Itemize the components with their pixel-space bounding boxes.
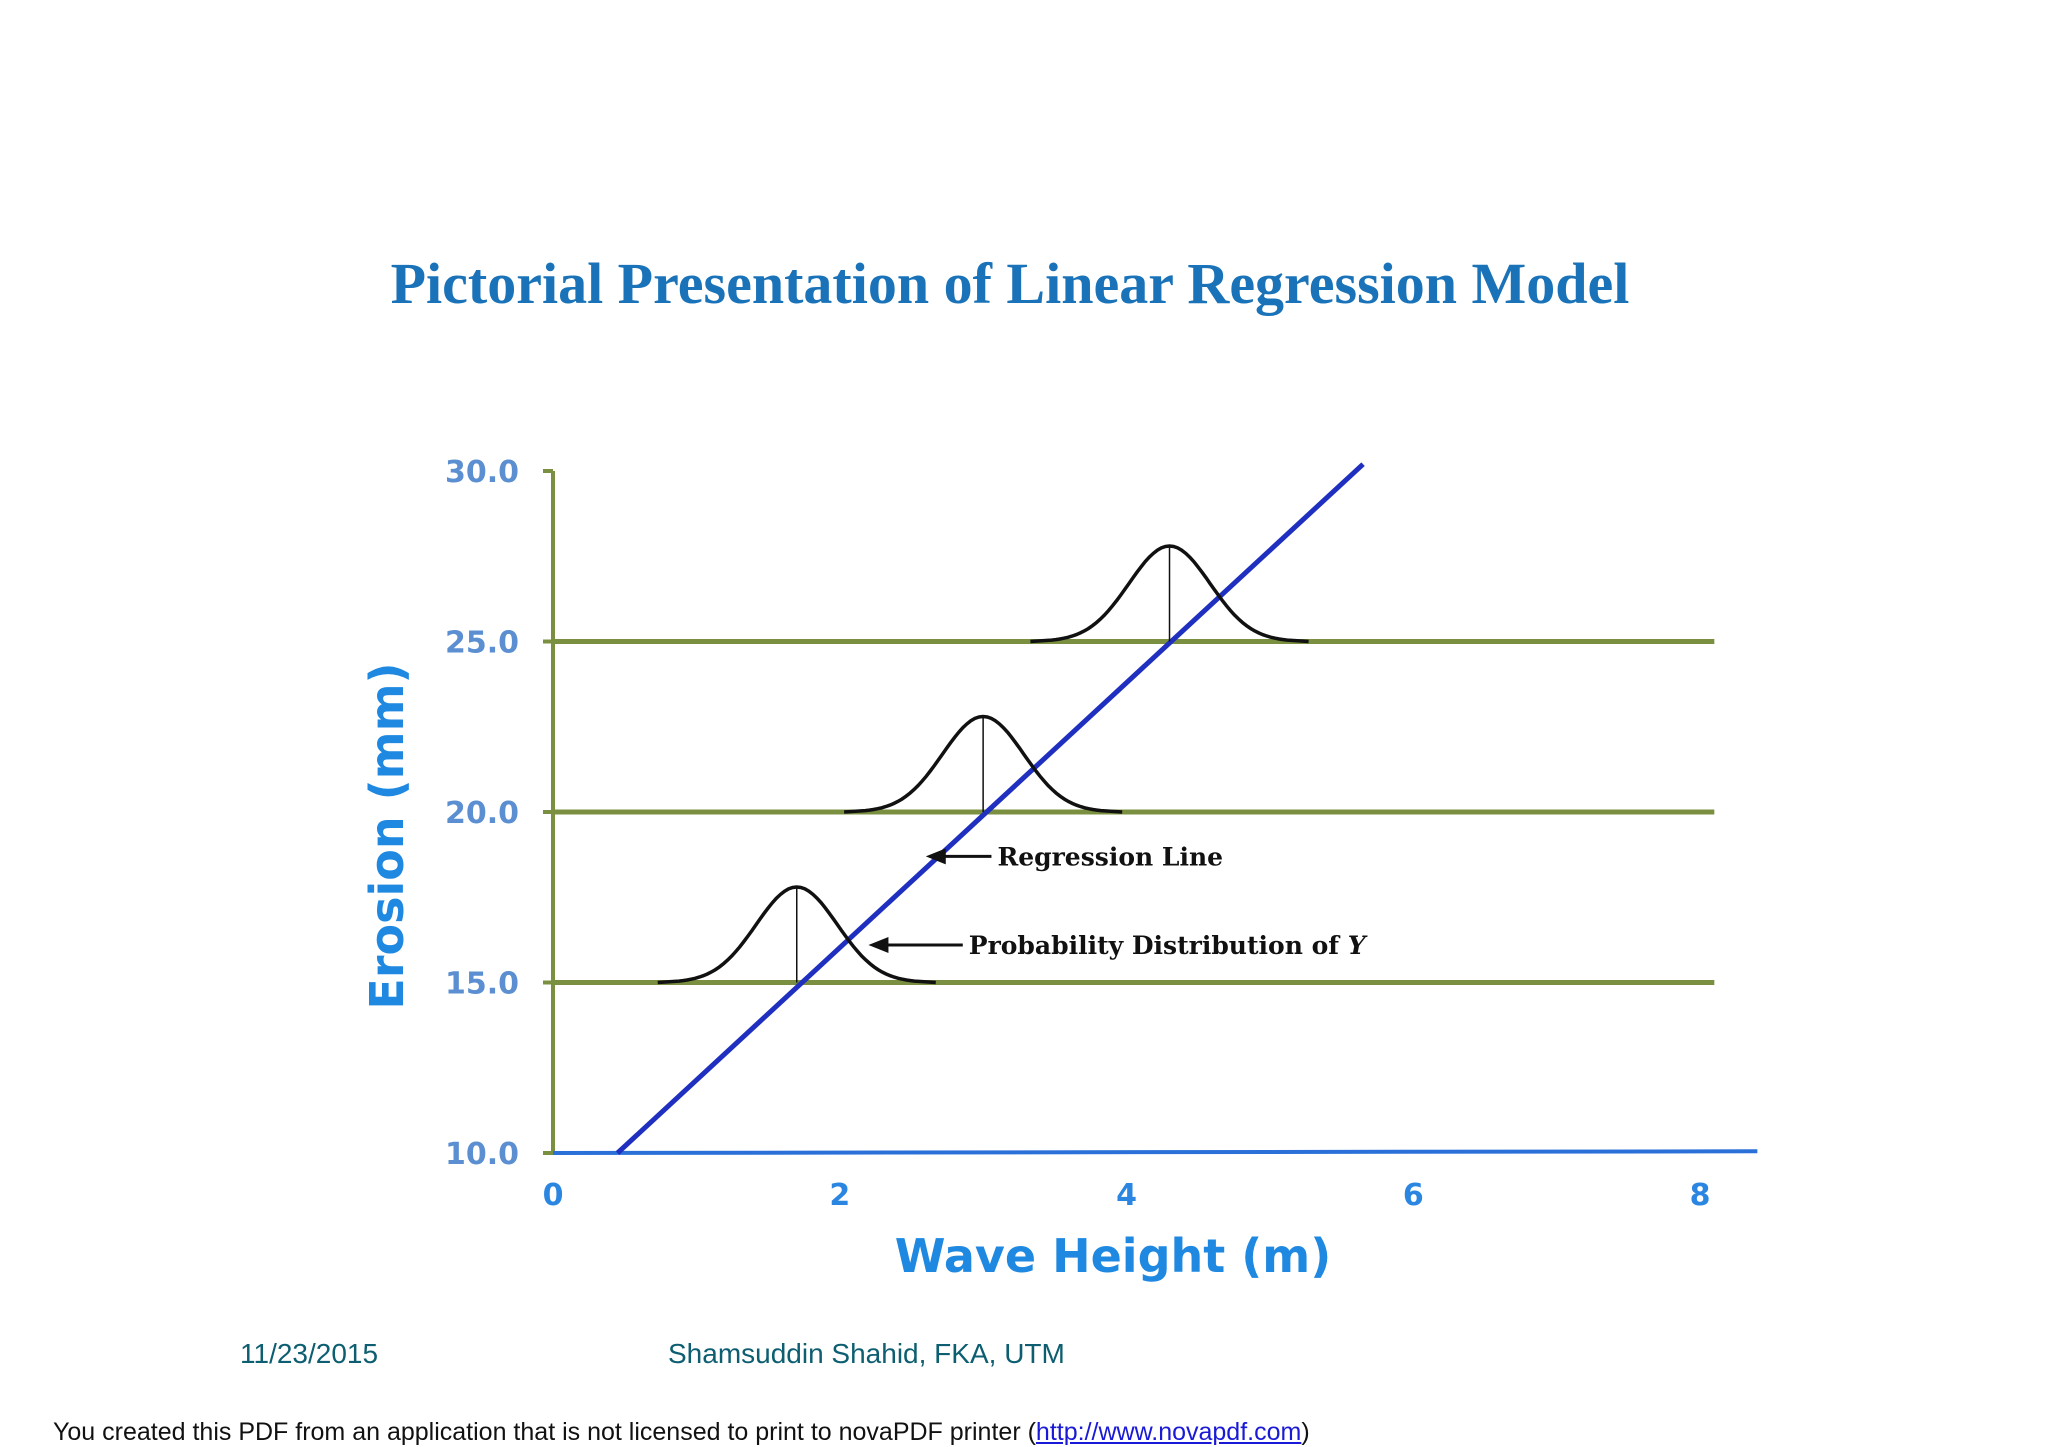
notice-text-end: ) <box>1301 1418 1310 1446</box>
distribution-curve-2 <box>843 714 1123 814</box>
license-notice: You created this PDF from an application… <box>53 1418 1310 1447</box>
x-tick-label: 8 <box>1690 1178 1711 1213</box>
y-tick-label: 20.0 <box>445 796 519 831</box>
notice-text: You created this PDF from an application… <box>53 1418 1036 1446</box>
annotation-label: Regression Line <box>997 842 1223 871</box>
distribution-curve-3 <box>1030 544 1309 644</box>
x-tick-label: 6 <box>1403 1178 1424 1213</box>
regression-line-group <box>615 462 1365 1155</box>
annotations: Regression Line Probability Distribution … <box>868 842 1368 960</box>
x-tick-label: 0 <box>543 1178 564 1213</box>
regression-chart: 10.0 15.0 20.0 25.0 30.0 0 2 4 6 8 Regression Lin… <box>360 455 1758 1283</box>
regression-line <box>615 462 1365 1155</box>
tick-labels: 10.0 15.0 20.0 25.0 30.0 0 2 4 6 8 <box>445 455 1710 1213</box>
footer-date: 11/23/2015 <box>240 1338 379 1369</box>
y-tick-label: 10.0 <box>445 1137 519 1172</box>
x-tick-label: 2 <box>829 1178 850 1213</box>
slide-title: Pictorial Presentation of Linear Regress… <box>390 251 1630 316</box>
x-axis-title: Wave Height (m) <box>895 1229 1331 1283</box>
axes <box>543 469 1758 1155</box>
annotation-arrow-head-1 <box>925 848 946 865</box>
x-axis-line <box>552 1149 1758 1155</box>
annotation-arrow-head-2 <box>868 936 889 953</box>
y-axis-title: Erosion (mm) <box>360 662 414 1009</box>
annotation-label: Probability Distribution of Y <box>969 931 1368 960</box>
y-tick-label: 25.0 <box>445 626 519 661</box>
footer-author: Shamsuddin Shahid, FKA, UTM <box>668 1338 1065 1369</box>
distribution-curves <box>657 544 1309 985</box>
x-tick-label: 4 <box>1116 1178 1137 1213</box>
y-tick-label: 15.0 <box>445 967 519 1002</box>
novapdf-link[interactable]: http://www.novapdf.com <box>1035 1418 1302 1446</box>
y-tick-label: 30.0 <box>445 455 519 490</box>
reference-lines <box>553 639 1715 985</box>
distribution-curve-1 <box>657 885 936 985</box>
